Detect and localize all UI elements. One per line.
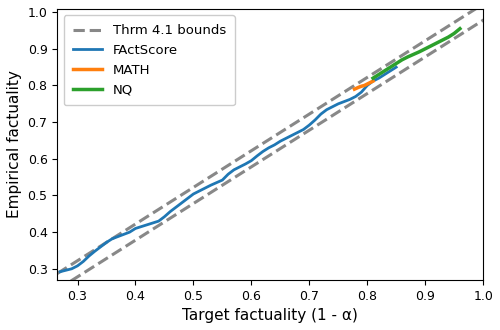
MATH xyxy=(367,81,373,84)
NQ xyxy=(405,55,411,59)
NQ xyxy=(440,38,446,42)
MATH xyxy=(370,79,376,83)
MATH xyxy=(356,85,362,89)
Line: NQ: NQ xyxy=(373,29,460,78)
FActScore xyxy=(110,237,116,241)
FActScore xyxy=(68,267,74,271)
FActScore xyxy=(300,127,306,131)
FActScore xyxy=(144,223,150,227)
FActScore xyxy=(92,249,98,253)
NQ xyxy=(393,61,399,65)
MATH xyxy=(358,84,364,88)
Thrm 4.1 bounds xyxy=(72,260,78,264)
FActScore xyxy=(231,168,237,172)
NQ xyxy=(382,69,388,73)
Line: MATH: MATH xyxy=(354,81,373,89)
FActScore xyxy=(393,65,399,69)
Thrm 4.1 bounds xyxy=(54,272,60,276)
NQ xyxy=(457,27,463,31)
Legend: Thrm 4.1 bounds, FActScore, MATH, NQ: Thrm 4.1 bounds, FActScore, MATH, NQ xyxy=(64,15,235,105)
NQ xyxy=(388,65,394,69)
NQ xyxy=(416,50,422,54)
Thrm 4.1 bounds xyxy=(470,9,476,13)
Thrm 4.1 bounds xyxy=(80,255,86,259)
NQ xyxy=(428,44,434,48)
NQ xyxy=(422,47,428,51)
Thrm 4.1 bounds xyxy=(170,198,176,202)
NQ xyxy=(434,41,440,45)
MATH xyxy=(362,83,368,87)
X-axis label: Target factuality (1 - α): Target factuality (1 - α) xyxy=(182,308,358,323)
Line: FActScore: FActScore xyxy=(60,67,396,272)
NQ xyxy=(376,73,382,77)
Thrm 4.1 bounds xyxy=(454,18,460,22)
NQ xyxy=(370,76,376,80)
Line: Thrm 4.1 bounds: Thrm 4.1 bounds xyxy=(57,0,494,274)
NQ xyxy=(410,52,416,56)
NQ xyxy=(446,35,452,39)
FActScore xyxy=(57,270,63,274)
NQ xyxy=(451,31,457,35)
Y-axis label: Empirical factuality: Empirical factuality xyxy=(7,70,22,218)
NQ xyxy=(399,58,405,62)
Thrm 4.1 bounds xyxy=(136,220,141,224)
MATH xyxy=(364,82,370,86)
MATH xyxy=(352,87,358,91)
